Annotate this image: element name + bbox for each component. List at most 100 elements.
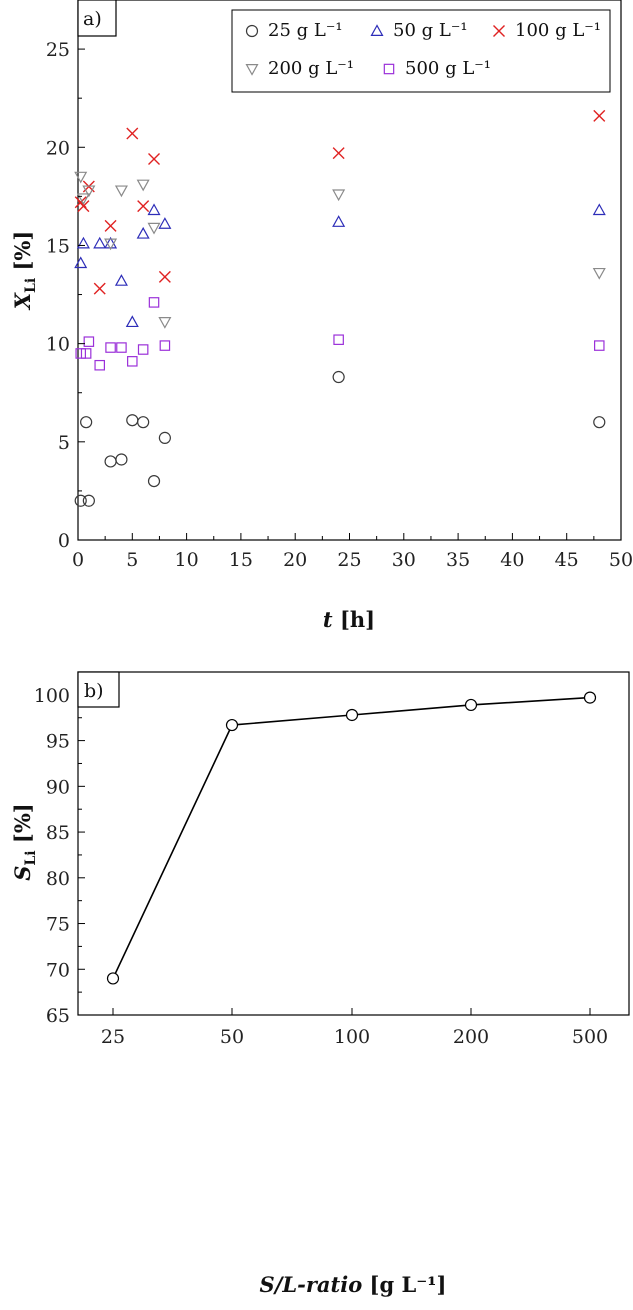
data-point-series-1 (125, 315, 139, 328)
data-point-series-3 (592, 267, 606, 280)
y-tick-label: 85 (46, 822, 70, 844)
data-point-series-4 (116, 342, 127, 353)
data-point-series-0 (147, 474, 161, 488)
legend-label-3: 200 g L⁻¹ (268, 58, 354, 79)
panel-b-x-ticks: 25 50 100 200 500 (101, 1008, 608, 1048)
data-point-series-1 (592, 203, 606, 216)
panel-b-y-ticks: 65 70 75 80 85 90 95 100 (34, 685, 85, 1027)
panel-a-label-box (77, 0, 117, 37)
data-point-series-4 (94, 359, 105, 371)
legend-box (231, 9, 611, 93)
panel-b-chart: 25 50 100 200 500 65 70 75 80 85 90 95 100 b) S/L-r… (10, 671, 630, 1297)
x-tick-label: 45 (555, 549, 579, 571)
y-tick-label: 15 (46, 235, 70, 257)
panel-b-plot-frame (77, 671, 630, 1016)
data-point-series-2 (93, 282, 106, 295)
data-point-series-2 (137, 200, 150, 213)
panel-b-label: b) (84, 680, 104, 702)
y-tick-label: 70 (46, 959, 70, 981)
legend-marker-0 (245, 24, 259, 38)
series-line (112, 696, 591, 979)
x-tick-label: 15 (229, 549, 253, 571)
legend-marker-4 (383, 63, 395, 75)
data-point-series-3 (104, 238, 118, 251)
x-tick-label: 30 (392, 549, 416, 571)
data-point-series-2 (158, 270, 171, 283)
data-point-series-4 (80, 348, 92, 359)
panel-a-label: a) (83, 8, 102, 30)
data-point-series-3 (76, 193, 90, 206)
data-point-series-1 (136, 226, 150, 239)
panel-b-label-box (77, 671, 120, 708)
panel-a-chart: 0 5 10 15 20 25 30 35 40 45 50 0 5 10 15 20 25 a) 25 g … (10, 0, 633, 632)
panel-a-y-axis-title: XLi [%] (10, 231, 39, 312)
data-point-series-2 (126, 127, 139, 140)
data-point-series-0 (158, 431, 171, 444)
panel-b-series-line (112, 696, 591, 979)
x-tick-label: 0 (72, 549, 84, 571)
data-point-series-0 (126, 414, 139, 427)
y-tick-label: 5 (58, 432, 70, 454)
data-point-series-1 (74, 256, 88, 269)
data-point-series-4 (159, 340, 171, 351)
data-point (225, 718, 239, 732)
data-point-series-0 (80, 416, 93, 429)
data-point-series-2 (593, 109, 606, 122)
x-tick-label: 500 (572, 1026, 608, 1048)
data-point-series-4 (83, 336, 95, 347)
legend-marker-3 (245, 63, 259, 76)
y-tick-label: 25 (46, 39, 70, 61)
y-tick-label: 75 (46, 914, 70, 936)
data-point-series-2 (148, 153, 161, 166)
x-tick-label: 50 (220, 1026, 244, 1048)
data-point-series-0 (104, 455, 117, 468)
data-point-series-2 (104, 219, 117, 232)
data-point-series-1 (114, 274, 128, 286)
panel-a-y-ticks: 0 5 10 15 20 25 (46, 39, 85, 552)
legend-label-0: 25 g L⁻¹ (268, 20, 343, 41)
y-tick-label: 0 (58, 530, 70, 552)
data-point (106, 972, 120, 985)
data-point (345, 708, 359, 722)
data-point-series-4 (105, 342, 116, 353)
data-point-series-1 (147, 203, 161, 216)
x-tick-label: 20 (283, 549, 307, 571)
legend-marker-1 (370, 24, 384, 37)
y-tick-label: 95 (46, 731, 70, 753)
data-point-series-3 (158, 317, 172, 329)
data-point-series-1 (93, 236, 107, 249)
x-tick-label: 50 (609, 549, 633, 571)
data-point-series-4 (127, 356, 138, 367)
x-tick-label: 5 (126, 549, 138, 571)
x-tick-label: 25 (101, 1026, 125, 1048)
x-tick-label: 25 (337, 549, 361, 571)
panel-b-y-axis-title: SLi [%] (10, 803, 39, 880)
data-point-series-3 (147, 222, 161, 235)
data-point-series-3 (74, 171, 88, 184)
x-tick-label: 100 (334, 1026, 370, 1048)
data-point-series-0 (74, 494, 87, 507)
panel-a-data-marks (74, 109, 606, 507)
y-tick-label: 65 (46, 1005, 70, 1027)
legend-label-4: 500 g L⁻¹ (405, 58, 491, 79)
legend-label-1: 50 g L⁻¹ (393, 20, 468, 41)
x-tick-label: 10 (175, 549, 199, 571)
data-point-series-2 (77, 200, 90, 213)
panel-b-data-marks (106, 691, 597, 985)
data-point-series-3 (82, 185, 96, 198)
y-tick-label: 90 (46, 776, 70, 798)
x-tick-label: 40 (500, 549, 524, 571)
panel-a-x-ticks: 0 5 10 15 20 25 30 35 40 45 50 (72, 533, 633, 571)
data-point-series-1 (76, 236, 90, 249)
data-point-series-1 (332, 215, 346, 227)
panel-a-legend: 25 g L⁻¹ 50 g L⁻¹ 100 g L⁻¹ 200 g L⁻¹ 500 g … (231, 9, 611, 93)
data-point-series-0 (115, 453, 128, 466)
data-point-series-3 (332, 189, 346, 202)
panel-a-x-axis-title: t [h] (323, 607, 375, 632)
data-point-series-1 (158, 217, 172, 229)
data-point-series-4 (333, 334, 344, 345)
legend-marker-2 (493, 25, 505, 37)
data-point-series-3 (136, 179, 150, 192)
data-point-series-0 (332, 370, 345, 384)
